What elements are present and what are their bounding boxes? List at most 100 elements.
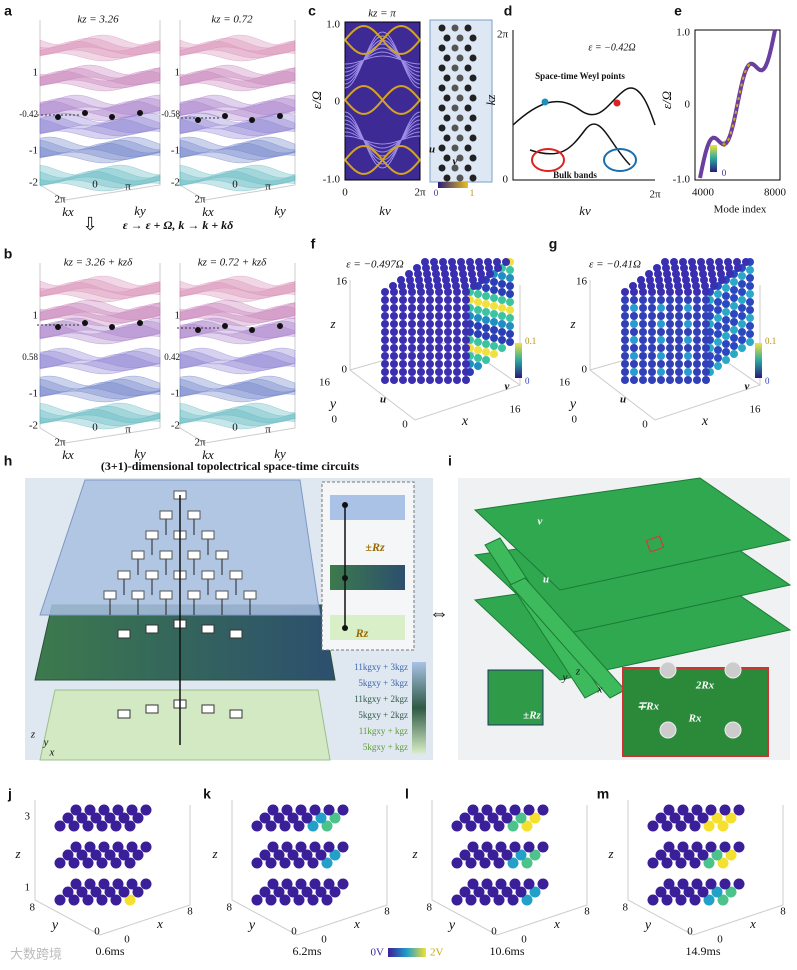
label: 10.6ms	[489, 944, 524, 958]
site	[639, 288, 647, 296]
site	[453, 344, 461, 352]
label: ky	[134, 446, 146, 461]
site	[474, 290, 482, 298]
lattice-site	[438, 104, 446, 112]
label: 6.2ms	[292, 944, 321, 958]
site	[674, 282, 682, 290]
label: 5kgxy + 3kgz	[358, 678, 408, 688]
lattice-site	[443, 134, 451, 142]
circuit-element	[159, 590, 173, 600]
label: z	[411, 846, 417, 861]
node-voltage	[689, 894, 701, 906]
circuit-element	[117, 629, 131, 639]
site	[381, 368, 389, 376]
site	[408, 352, 416, 360]
node-voltage	[479, 894, 491, 906]
weyl-line	[512, 87, 656, 126]
label: v	[745, 381, 750, 393]
node-voltage	[725, 849, 737, 861]
label: 0	[92, 179, 98, 191]
lattice-site	[464, 104, 472, 112]
site	[390, 352, 398, 360]
site	[738, 272, 746, 280]
site	[433, 276, 441, 284]
band-surface	[39, 118, 161, 140]
label: z	[30, 729, 36, 741]
component	[724, 661, 742, 679]
node-voltage	[521, 894, 533, 906]
circuit-element	[145, 570, 159, 580]
node-voltage	[76, 886, 88, 898]
node-voltage	[487, 849, 499, 861]
site	[494, 264, 502, 272]
node-voltage	[90, 849, 102, 861]
band-surface	[39, 142, 161, 164]
label: 2π	[497, 29, 509, 41]
lattice-site	[438, 124, 446, 132]
site	[716, 264, 724, 272]
weyl-point	[222, 323, 228, 329]
label: Rz	[355, 626, 369, 640]
site	[738, 336, 746, 344]
circuit-element	[187, 590, 201, 600]
lattice-site	[443, 174, 451, 182]
node-voltage	[537, 804, 549, 816]
site	[498, 328, 506, 336]
site	[449, 264, 457, 272]
node-voltage	[703, 857, 715, 869]
node-voltage	[451, 894, 463, 906]
circuit-element	[159, 510, 173, 520]
site	[675, 312, 683, 320]
site	[675, 376, 683, 384]
label: Mode index	[714, 204, 767, 216]
label: -2	[29, 177, 38, 189]
label: ε = −0.497Ω	[346, 259, 403, 271]
site	[474, 362, 482, 370]
label: kz = π	[368, 8, 396, 20]
site	[417, 296, 425, 304]
node-voltage	[104, 849, 116, 861]
label: x	[553, 916, 560, 931]
node-voltage	[493, 820, 505, 832]
site	[408, 320, 416, 328]
node-voltage	[337, 878, 349, 890]
band-surface	[39, 408, 161, 430]
label: 8	[623, 902, 629, 914]
label: 16	[510, 404, 522, 416]
site	[666, 288, 674, 296]
node-voltage	[287, 886, 299, 898]
site	[478, 276, 486, 284]
label: 1.0	[326, 19, 340, 31]
axis-box	[34, 800, 191, 936]
site	[435, 352, 443, 360]
component	[659, 721, 677, 739]
node-voltage	[309, 878, 321, 890]
node-voltage	[529, 886, 541, 898]
site	[441, 270, 449, 278]
node-voltage	[118, 812, 130, 824]
site	[684, 368, 692, 376]
label: 16	[559, 377, 571, 389]
site	[469, 276, 477, 284]
site	[390, 376, 398, 384]
site	[399, 304, 407, 312]
site	[381, 320, 389, 328]
site	[426, 288, 434, 296]
weyl-point	[541, 98, 549, 106]
node-voltage	[321, 857, 333, 869]
site	[722, 324, 730, 332]
label: 2π	[54, 194, 66, 206]
site	[693, 360, 701, 368]
site	[426, 304, 434, 312]
site	[490, 294, 498, 302]
site	[399, 288, 407, 296]
weyl-point	[109, 324, 115, 330]
label: 2π	[194, 437, 206, 449]
label: 3	[25, 811, 31, 823]
panel-label: a	[4, 3, 12, 19]
site	[444, 344, 452, 352]
label: 1	[722, 139, 727, 149]
site	[430, 258, 438, 266]
circuit-layer	[34, 604, 336, 681]
node-voltage	[733, 878, 745, 890]
